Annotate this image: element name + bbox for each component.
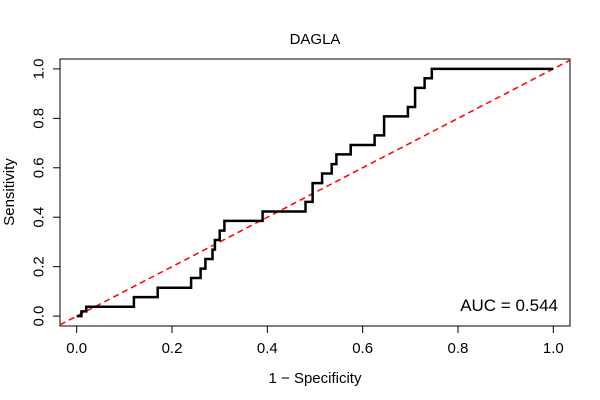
reference-diagonal-line xyxy=(59,59,571,326)
x-tick-label: 0.8 xyxy=(448,340,469,357)
chart-title: DAGLA xyxy=(290,31,341,48)
y-tick-label: 0.2 xyxy=(31,256,48,277)
y-tick-label: 0.8 xyxy=(31,108,48,129)
x-tick-label: 0.0 xyxy=(66,340,87,357)
y-tick-label: 0.0 xyxy=(31,306,48,327)
x-axis: 0.0 0.2 0.4 0.6 0.8 1.0 xyxy=(66,325,564,357)
y-tick-label: 0.6 xyxy=(31,157,48,178)
y-tick-label: 0.4 xyxy=(31,207,48,228)
series-layer xyxy=(59,59,571,326)
y-axis-label: Sensitivity xyxy=(1,158,18,226)
auc-annotation: AUC = 0.544 xyxy=(460,296,558,315)
x-tick-label: 0.2 xyxy=(162,340,183,357)
y-axis: 0.0 0.2 0.4 0.6 0.8 1.0 xyxy=(31,58,61,327)
x-axis-label: 1 − Specificity xyxy=(269,370,362,387)
x-tick-label: 0.4 xyxy=(257,340,278,357)
y-tick-label: 1.0 xyxy=(31,58,48,79)
x-tick-label: 0.6 xyxy=(352,340,373,357)
x-tick-label: 1.0 xyxy=(543,340,564,357)
roc-curve-line xyxy=(76,67,554,318)
